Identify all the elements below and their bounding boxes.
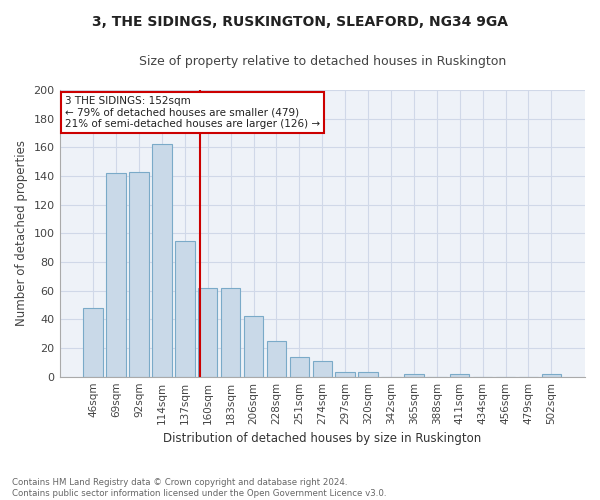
- Bar: [450, 374, 469, 376]
- Bar: [290, 356, 309, 376]
- Bar: [152, 144, 172, 376]
- Text: Contains HM Land Registry data © Crown copyright and database right 2024.
Contai: Contains HM Land Registry data © Crown c…: [12, 478, 386, 498]
- Bar: [542, 374, 561, 376]
- Bar: [221, 288, 241, 376]
- Bar: [83, 308, 103, 376]
- Bar: [244, 316, 263, 376]
- Bar: [129, 172, 149, 376]
- Y-axis label: Number of detached properties: Number of detached properties: [15, 140, 28, 326]
- Bar: [267, 341, 286, 376]
- Bar: [335, 372, 355, 376]
- X-axis label: Distribution of detached houses by size in Ruskington: Distribution of detached houses by size …: [163, 432, 481, 445]
- Bar: [358, 372, 378, 376]
- Bar: [106, 173, 126, 376]
- Bar: [198, 288, 217, 376]
- Bar: [404, 374, 424, 376]
- Bar: [313, 361, 332, 376]
- Text: 3, THE SIDINGS, RUSKINGTON, SLEAFORD, NG34 9GA: 3, THE SIDINGS, RUSKINGTON, SLEAFORD, NG…: [92, 15, 508, 29]
- Title: Size of property relative to detached houses in Ruskington: Size of property relative to detached ho…: [139, 55, 506, 68]
- Bar: [175, 240, 194, 376]
- Text: 3 THE SIDINGS: 152sqm
← 79% of detached houses are smaller (479)
21% of semi-det: 3 THE SIDINGS: 152sqm ← 79% of detached …: [65, 96, 320, 129]
